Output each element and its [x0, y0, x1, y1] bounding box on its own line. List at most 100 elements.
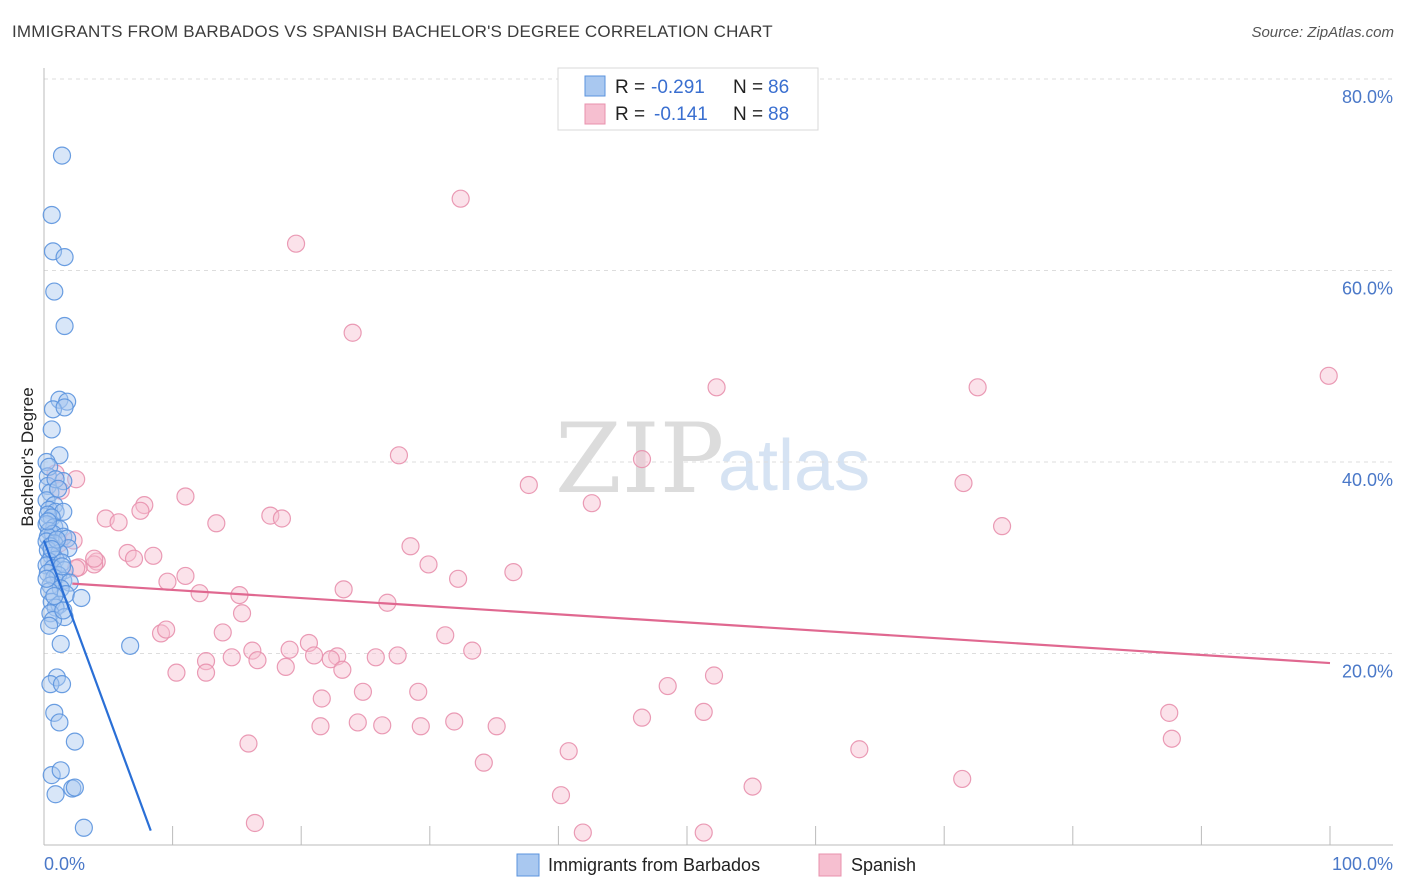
barbados-point	[37, 569, 56, 588]
spanish-point	[694, 823, 713, 842]
barbados-point	[47, 530, 66, 549]
spanish-point	[743, 777, 762, 796]
barbados-point	[65, 778, 84, 797]
barbados-point	[52, 675, 72, 694]
barbados-point	[50, 713, 69, 732]
legend-n-label-2: N =	[733, 104, 763, 125]
spanish-point	[276, 657, 295, 677]
spanish-point	[707, 378, 726, 397]
trend-line-barbados	[42, 540, 152, 832]
spanish-point	[573, 823, 592, 842]
spanish-point	[953, 769, 972, 789]
barbados-point	[121, 636, 140, 655]
spanish-point	[992, 517, 1012, 536]
chart-source: Source: ZipAtlas.com	[1251, 24, 1394, 41]
legend-n-label-1: N =	[733, 77, 763, 98]
spanish-point	[968, 378, 987, 397]
barbados-point	[54, 502, 73, 521]
barbados-point	[65, 732, 84, 751]
spanish-point	[388, 646, 407, 665]
spanish-point	[312, 689, 331, 708]
barbados-point	[46, 785, 65, 804]
spanish-point	[474, 753, 493, 772]
spanish-point	[704, 666, 724, 685]
spanish-point	[321, 650, 340, 669]
spanish-point	[463, 641, 482, 660]
barbados-point	[60, 573, 79, 592]
spanish-point	[243, 641, 262, 660]
spanish-point	[419, 555, 438, 574]
bottom-legend: Immigrants from Barbados Spanish	[516, 853, 916, 877]
barbados-point	[55, 398, 74, 417]
barbados-point	[45, 586, 64, 606]
y-tick-label-20: 20.0%	[1342, 662, 1393, 682]
spanish-point	[445, 712, 464, 731]
spanish-point	[286, 234, 306, 253]
barbados-point	[74, 818, 93, 837]
spanish-point	[694, 702, 713, 722]
y-tick-label-80: 80.0%	[1342, 87, 1393, 107]
barbados-point	[51, 761, 70, 780]
spanish-point	[353, 682, 373, 701]
spanish-point	[1160, 703, 1179, 722]
spanish-point	[176, 487, 195, 506]
barbados-point	[40, 616, 59, 635]
x-tick-label-max: 100.0%	[1332, 854, 1393, 874]
barbados-point	[51, 634, 70, 654]
legend-swatch-blue	[584, 75, 606, 97]
x-tick-label-min: 0.0%	[44, 854, 85, 874]
barbados-point	[42, 540, 61, 559]
barbados-point	[43, 242, 63, 261]
x-ticks	[43, 826, 1331, 845]
barbados-point	[72, 588, 91, 608]
legend-r-label-2: R =	[615, 104, 645, 125]
spanish-point	[311, 717, 330, 736]
series-spanish-points	[46, 189, 1338, 842]
spanish-point	[232, 604, 252, 623]
barbados-point	[55, 247, 74, 267]
grid-lines	[44, 78, 1393, 654]
spanish-point	[409, 682, 428, 701]
spanish-point	[389, 446, 409, 465]
spanish-point	[272, 509, 292, 528]
barbados-point	[42, 766, 61, 785]
legend-swatch-pink	[584, 103, 606, 125]
series-barbados-points	[37, 146, 140, 837]
legend-r-value-2: -0.141	[654, 104, 708, 125]
spanish-point	[954, 473, 973, 493]
spanish-point	[85, 555, 104, 574]
spanish-point	[190, 584, 209, 603]
barbados-point	[42, 205, 61, 225]
top-legend: R = -0.291 N = 86 R = -0.141 N = 88	[557, 67, 819, 131]
spanish-point	[261, 506, 280, 525]
spanish-point	[334, 580, 353, 599]
spanish-point	[158, 572, 177, 591]
trend-lines	[42, 540, 1331, 832]
spanish-point	[176, 566, 195, 586]
y-tick-label-60: 60.0%	[1342, 279, 1393, 299]
chart-title: IMMIGRANTS FROM BARBADOS VS SPANISH BACH…	[12, 22, 773, 41]
legend-n-value-1: 86	[768, 77, 789, 98]
bottom-legend-label-barbados: Immigrants from Barbados	[548, 855, 760, 875]
spanish-point	[401, 537, 420, 556]
bottom-legend-swatch-blue	[516, 853, 540, 877]
spanish-point	[207, 514, 226, 533]
watermark-atlas: atlas	[718, 426, 870, 506]
barbados-point	[45, 282, 64, 301]
y-tick-labels: 20.0% 40.0% 60.0% 80.0%	[1342, 87, 1393, 682]
bottom-legend-label-spanish: Spanish	[851, 855, 916, 875]
spanish-point	[109, 513, 128, 532]
spanish-point	[131, 501, 150, 520]
spanish-point	[85, 549, 104, 568]
spanish-point	[487, 717, 506, 736]
spanish-point	[451, 189, 470, 208]
spanish-point	[245, 813, 265, 833]
spanish-point	[167, 663, 186, 682]
spanish-point	[304, 646, 324, 665]
barbados-point	[45, 703, 64, 722]
spanish-point	[196, 663, 216, 682]
barbados-point	[43, 400, 63, 419]
spanish-point	[519, 475, 538, 495]
spanish-point	[366, 648, 385, 667]
spanish-point	[504, 563, 523, 582]
